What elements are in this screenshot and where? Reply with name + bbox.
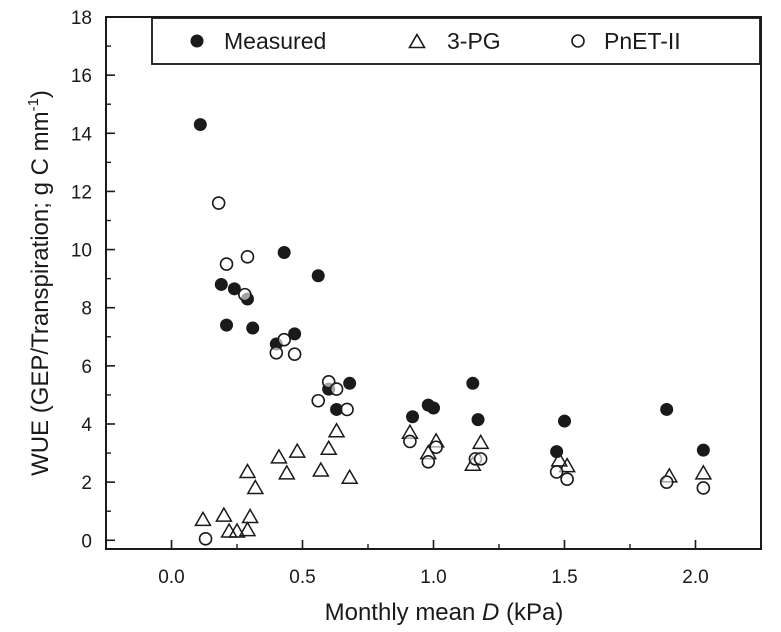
legend-label-measured: Measured bbox=[224, 28, 326, 54]
point-measured bbox=[696, 443, 710, 457]
x-tick-label: 0.0 bbox=[158, 567, 184, 588]
point-pnet-ii bbox=[277, 332, 291, 347]
point-pnet-ii bbox=[240, 250, 255, 264]
point-3pg bbox=[288, 442, 307, 458]
legend-marker-measured bbox=[190, 34, 204, 48]
point-3pg bbox=[238, 462, 257, 479]
point-3pg bbox=[327, 422, 346, 438]
legend-label-pnet: PnET-II bbox=[604, 28, 681, 54]
x-axis-title-start: Monthly mean bbox=[325, 599, 482, 626]
point-measured bbox=[660, 402, 674, 416]
tick-labels: 0.0 0.5 1.0 1.5 2.0 0 2 4 6 8 10 12 14 16 18 bbox=[71, 8, 709, 588]
x-tick-label: 1.0 bbox=[420, 567, 446, 588]
point-measured bbox=[214, 277, 228, 291]
y-axis-title: WUE (GEP/Transpiration; g C mm-1) bbox=[25, 90, 54, 476]
point-pnet-ii bbox=[340, 402, 354, 417]
x-axis-title-unit: (kPa) bbox=[499, 599, 563, 626]
point-pnet-ii bbox=[403, 434, 417, 449]
x-tick-label: 2.0 bbox=[682, 567, 708, 588]
legend-marker-pnet bbox=[571, 34, 585, 48]
point-pnet-ii bbox=[311, 393, 326, 408]
point-3pg bbox=[194, 510, 212, 527]
y-axis-title-exponent: -1 bbox=[25, 98, 42, 111]
point-3pg bbox=[238, 521, 257, 537]
y-tick-label: 8 bbox=[81, 299, 92, 320]
point-3pg bbox=[319, 439, 338, 455]
y-tick-label: 0 bbox=[81, 531, 92, 552]
point-pnet-ii bbox=[287, 347, 302, 362]
point-measured bbox=[277, 245, 291, 259]
legend-box bbox=[151, 17, 761, 65]
point-3pg bbox=[277, 464, 296, 480]
y-tick-label: 4 bbox=[81, 415, 92, 436]
point-pnet-ii bbox=[211, 196, 226, 210]
point-measured bbox=[220, 318, 234, 332]
x-tick-label: 1.5 bbox=[551, 567, 577, 588]
point-measured bbox=[427, 401, 440, 415]
point-pnet-ii bbox=[549, 465, 564, 479]
plot-frame bbox=[105, 16, 762, 550]
point-measured bbox=[311, 269, 325, 283]
point-3pg bbox=[471, 433, 490, 450]
point-measured bbox=[406, 410, 420, 424]
point-pnet-ii bbox=[560, 472, 574, 487]
point-3pg bbox=[228, 522, 246, 538]
x-tick-label: 0.5 bbox=[289, 567, 315, 588]
point-measured bbox=[471, 413, 485, 427]
legend-label-3pg: 3-PG bbox=[447, 28, 501, 54]
legend: Measured 3-PG PnET-II bbox=[151, 17, 761, 65]
point-pnet-ii bbox=[696, 481, 711, 495]
y-tick-label: 10 bbox=[71, 241, 92, 262]
y-axis-title-main: WUE (GEP/Transpiration; g C mm bbox=[27, 111, 54, 476]
point-3pg bbox=[246, 478, 265, 495]
point-pnet-ii bbox=[421, 454, 436, 469]
point-measured bbox=[343, 376, 357, 390]
point-3pg bbox=[694, 464, 713, 480]
y-axis-title-end: ) bbox=[27, 90, 54, 98]
point-3pg bbox=[220, 522, 238, 538]
y-tick-label: 6 bbox=[81, 357, 92, 378]
x-axis-title-variable: D bbox=[482, 599, 499, 626]
point-pnet-ii bbox=[659, 475, 674, 489]
point-measured bbox=[288, 327, 302, 341]
point-pnet-ii bbox=[473, 452, 488, 466]
point-measured bbox=[246, 321, 260, 335]
x-axis-title: Monthly mean D (kPa) bbox=[325, 599, 564, 626]
point-measured bbox=[558, 414, 571, 428]
point-3pg bbox=[215, 506, 233, 522]
y-tick-label: 14 bbox=[71, 124, 93, 145]
data-points bbox=[193, 118, 713, 546]
point-3pg bbox=[241, 508, 259, 524]
legend-marker-3pg bbox=[408, 32, 426, 49]
point-measured bbox=[330, 402, 344, 416]
y-tick-label: 16 bbox=[71, 66, 92, 87]
y-tick-label: 2 bbox=[81, 473, 92, 494]
point-pnet-ii bbox=[329, 382, 344, 396]
y-tick-label: 12 bbox=[71, 182, 92, 203]
point-measured bbox=[193, 118, 207, 132]
point-3pg bbox=[558, 457, 576, 473]
point-measured bbox=[466, 376, 480, 390]
point-pnet-ii bbox=[429, 440, 443, 455]
point-3pg bbox=[312, 461, 330, 477]
y-tick-label: 18 bbox=[71, 8, 92, 29]
point-3pg bbox=[270, 448, 288, 464]
point-pnet-ii bbox=[238, 287, 252, 302]
point-3pg bbox=[340, 468, 359, 485]
point-pnet-ii bbox=[269, 345, 284, 360]
point-pnet-ii bbox=[198, 532, 213, 546]
point-measured bbox=[227, 282, 241, 296]
axis-ticks bbox=[106, 16, 697, 549]
point-pnet-ii bbox=[219, 257, 234, 271]
